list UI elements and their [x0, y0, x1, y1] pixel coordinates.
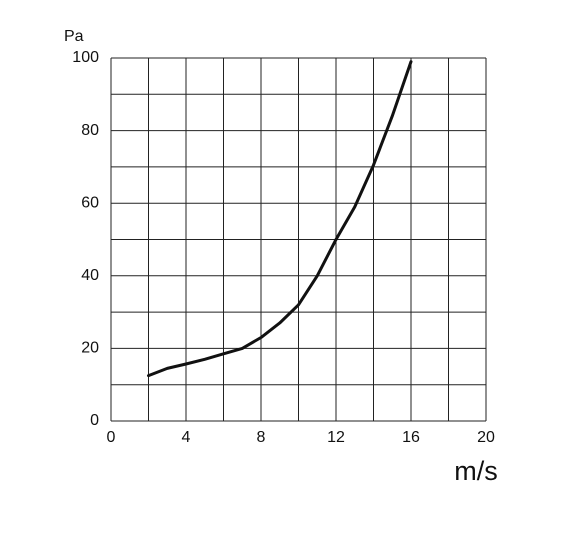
- line-series: [147, 60, 413, 378]
- y-tick-label: 40: [81, 267, 99, 284]
- y-tick-label: 60: [81, 194, 99, 211]
- y-axis-label: Pa: [64, 28, 84, 45]
- x-tick-label: 4: [182, 429, 191, 446]
- x-tick-label: 20: [477, 429, 495, 446]
- y-tick-label: 20: [81, 340, 99, 357]
- y-tick-label: 80: [81, 122, 99, 139]
- x-tick-label: 16: [402, 429, 420, 446]
- x-axis-label: m/s: [454, 456, 498, 486]
- y-tick-label: 0: [90, 412, 99, 429]
- x-tick-label: 0: [107, 429, 116, 446]
- x-tick-label: 12: [327, 429, 345, 446]
- y-tick-label: 100: [72, 49, 99, 66]
- x-tick-label: 8: [257, 429, 266, 446]
